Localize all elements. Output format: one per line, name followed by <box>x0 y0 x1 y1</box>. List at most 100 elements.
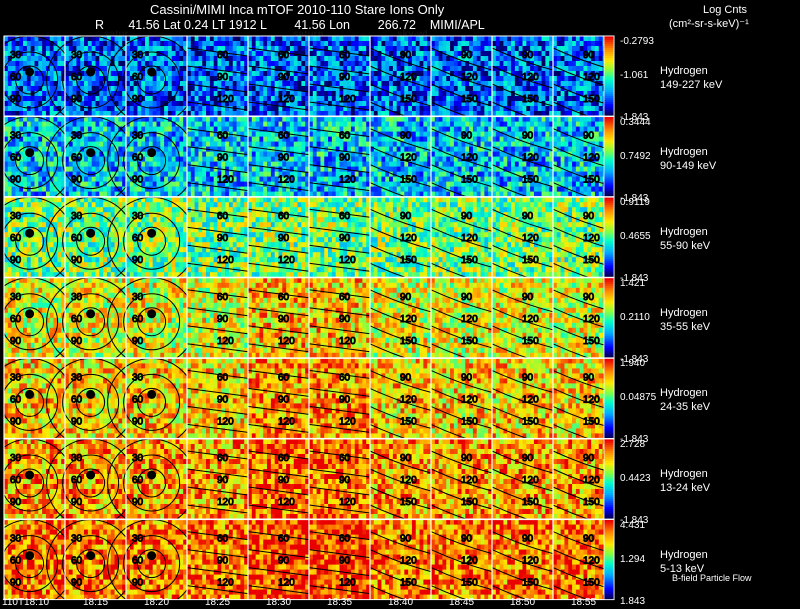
panel-6-col-5-contour-label-2: 120 <box>339 578 356 589</box>
panel-3-col-6-contour-label-0: 90 <box>400 292 412 303</box>
overlay-label-satur: satur <box>104 29 129 40</box>
x-tick-5: 18:35 <box>327 597 353 608</box>
panel-0-col-1-contour-label-1: 60 <box>71 72 83 83</box>
panel-3-col-9-contour-label-2: 150 <box>583 336 600 347</box>
panel-1-col-4-contour-label-1: 90 <box>278 153 290 164</box>
panel-3-col-5-contour-label-1: 90 <box>339 314 351 325</box>
ephemeris-header: R 41.56 Lat 0.24 LT 1912 L 41.56 Lon 266… <box>95 18 485 32</box>
panel-0-col-7-contour-label-1: 120 <box>461 72 478 83</box>
colorbar-3-mid: 0.2110 <box>620 311 650 323</box>
panel-1: 3060903060903060906090120609012060901209… <box>0 116 615 206</box>
panel-3-col-6-contour-label-1: 120 <box>400 314 417 325</box>
panel-5-col-4-contour-label-1: 90 <box>278 475 290 486</box>
panel-5-col-0-contour-label-1: 60 <box>10 475 22 486</box>
panel-4-col-4-contour-label-2: 120 <box>278 416 295 427</box>
panel-1-col-8-contours: 90 120 150 <box>491 128 554 206</box>
panel-4-col-8-contours: 90 120 150 <box>491 369 554 447</box>
panel-1-col-4-contour-label-2: 120 <box>278 175 295 186</box>
panel-6-species: Hydrogen <box>660 548 708 561</box>
chart-title: Cassini/MIMI Inca mTOF 2010-110 Stare Io… <box>150 2 445 17</box>
panel-1-col-6-contour-label-2: 150 <box>400 175 417 186</box>
panel-0-label: Hydrogen 149-227 keV <box>660 64 722 92</box>
panel-6-col-2-contour-label-0: 30 <box>132 534 144 545</box>
colorbar-6-min: 1.843 <box>620 595 646 607</box>
panel-3-col-7-contour-label-1: 120 <box>461 314 478 325</box>
panel-6-col-3-contour-label-2: 120 <box>217 578 234 589</box>
panel-1-col-1-contour-label-0: 30 <box>71 131 83 142</box>
panel-6-col-5-contour-label-1: 90 <box>339 556 351 567</box>
panel-1-col-5-contour-label-1: 90 <box>339 153 351 164</box>
panel-3-col-4-contour-label-2: 120 <box>278 336 295 347</box>
panel-4-col-1-contour-label-2: 90 <box>71 416 83 427</box>
panel-2-col-1-contour-label-1: 60 <box>71 233 83 244</box>
panel-6-col-4-contour-label-0: 60 <box>278 534 290 545</box>
x-tick-2: 18:20 <box>144 597 170 608</box>
panel-0-col-9-contour-label-0: 90 <box>583 50 595 61</box>
panel-0-col-0-contours: 30 60 90 <box>0 35 75 125</box>
panel-5-col-7-cells <box>431 439 493 520</box>
panel-4-col-2-contour-label-1: 60 <box>132 394 144 405</box>
panel-2-col-5-contour-label-0: 60 <box>339 211 351 222</box>
panel-6-energy: 5-13 keV <box>660 562 705 575</box>
colorbar-3-min: -1.843 <box>620 353 649 365</box>
panel-3-col-9-contour-label-1: 120 <box>583 314 600 325</box>
panel-4-col-7-contour-label-0: 90 <box>461 372 473 383</box>
panel-1-col-5-contours: 60 90 120 <box>308 128 371 192</box>
panel-2-col-4-contours: 60 90 120 <box>247 208 310 272</box>
panel-6-col-8-contour-label-2: 150 <box>522 578 539 589</box>
panel-0-col-6-contour-label-1: 120 <box>400 72 417 83</box>
panel-6-col-8-cells <box>492 519 554 600</box>
panel-6-col-6-contour-label-2: 150 <box>400 578 417 589</box>
panel-6-col-0-contour-label-1: 60 <box>10 556 22 567</box>
panel-0-col-3-contour-label-2: 120 <box>217 94 234 105</box>
panel-0-col-4-contour-label-2: 120 <box>278 94 295 105</box>
panel-3-col-2-contour-label-2: 90 <box>132 336 144 347</box>
panel-5-species: Hydrogen <box>660 468 708 480</box>
panel-4: 3060903060903060906090120609012060901209… <box>0 357 615 447</box>
panel-6-col-4-contour-label-2: 120 <box>278 578 295 589</box>
panel-3-col-6-contours: 90 120 150 <box>369 289 432 367</box>
x-tick-8: 18:50 <box>510 597 536 608</box>
panel-0-col-3-contour-label-1: 90 <box>217 72 229 83</box>
panel-3-col-0-contour-label-0: 30 <box>10 292 22 303</box>
panel-5-col-4-contour-label-2: 120 <box>278 497 295 508</box>
panel-3-col-4-contour-label-1: 90 <box>278 314 290 325</box>
r-value: 41.56 <box>128 18 160 32</box>
panel-3-col-4-contours: 60 90 120 <box>247 289 310 353</box>
panel-3-col-7-contour-label-0: 90 <box>461 292 473 303</box>
colorbar-1-mid: 0.7492 <box>620 150 651 162</box>
panel-2-col-2-contour-label-0: 30 <box>132 211 144 222</box>
panel-5-col-9-contour-label-1: 120 <box>583 475 600 486</box>
panel-4-col-4-contours: 60 90 120 <box>247 369 310 433</box>
panel-5-col-6-contour-label-2: 150 <box>400 497 417 508</box>
colorbar-4-max: 1.940 <box>620 358 646 370</box>
panel-5-col-8-contour-label-0: 90 <box>522 453 534 464</box>
panel-6-col-8-contour-label-1: 120 <box>522 556 539 567</box>
panel-5-col-9-contour-label-0: 90 <box>583 453 595 464</box>
panel-2-col-2-cells <box>126 197 188 278</box>
panel-3-col-1-contour-label-2: 90 <box>71 336 83 347</box>
panel-3-col-8-contour-label-2: 150 <box>522 336 539 347</box>
panel-5-col-8-contour-label-1: 120 <box>522 475 539 486</box>
x-tick-6: 18:40 <box>388 597 414 608</box>
colorbar-2 <box>603 196 615 278</box>
panel-3: 3060903060903060906090120609012060901209… <box>0 277 615 367</box>
lon-label: Lon <box>329 18 350 32</box>
panel-2-col-4-contour-label-0: 60 <box>278 211 290 222</box>
panel-4-species: Hydrogen <box>660 387 708 400</box>
panel-4-col-6-contour-label-0: 90 <box>400 372 412 383</box>
panel-1-col-0-contour-label-1: 60 <box>10 153 22 164</box>
panel-1-col-2-contour-label-2: 90 <box>132 175 144 186</box>
panel-6: 3060903060903060906090120609012060901209… <box>0 519 615 609</box>
panel-4-col-7-contour-label-1: 120 <box>461 394 478 405</box>
panel-6-col-0-contours: 30 60 90 <box>0 519 75 609</box>
panel-5-col-5-contour-label-1: 90 <box>339 475 351 486</box>
panel-4-col-6-contour-label-2: 150 <box>400 416 417 427</box>
panel-5-col-0-contour-label-2: 90 <box>10 497 22 508</box>
panel-4-col-5-contour-label-0: 60 <box>339 372 351 383</box>
panel-4-col-6-contour-label-1: 120 <box>400 394 417 405</box>
panel-5-col-4-contours: 60 90 120 <box>247 450 310 514</box>
panel-1-col-6-cells <box>370 116 432 197</box>
colorbar-4-mid: 0.04875 <box>620 392 657 404</box>
panel-2-col-6-contour-label-2: 150 <box>400 255 417 266</box>
